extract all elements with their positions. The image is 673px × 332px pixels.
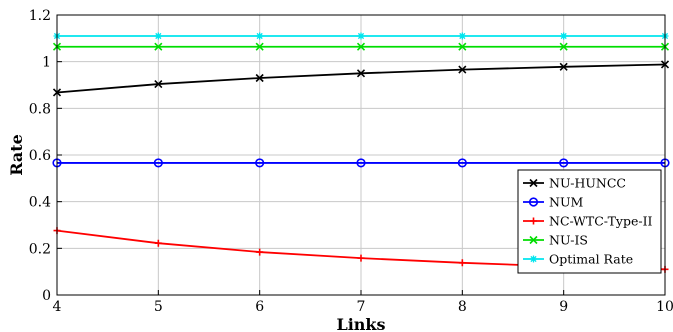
y-tick-label: 1.2	[29, 8, 51, 24]
point-marker	[559, 62, 568, 71]
data-point	[255, 73, 264, 83]
point-marker	[357, 32, 365, 40]
legend-item-nu-huncc: NU-HUNCC	[523, 176, 626, 191]
series-nu-huncc	[52, 60, 670, 97]
x-tick-label: 8	[458, 299, 467, 315]
point-marker	[560, 32, 568, 40]
legend-item-nu-is: NU-IS	[523, 233, 588, 248]
point-marker	[154, 32, 162, 40]
point-marker	[559, 42, 568, 51]
y-axis-title: Rate	[7, 134, 26, 176]
x-tick-label: 4	[53, 299, 62, 315]
point-marker	[357, 254, 365, 262]
data-point	[559, 42, 568, 51]
point-marker	[356, 42, 366, 51]
data-point	[529, 235, 538, 245]
point-marker	[458, 259, 466, 267]
point-marker	[256, 32, 264, 40]
point-marker	[529, 178, 538, 188]
data-point	[530, 255, 537, 263]
x-tick-label: 6	[255, 299, 264, 315]
x-axis-title: Links	[336, 315, 385, 332]
point-marker	[356, 158, 366, 168]
legend-label: NUM	[549, 195, 583, 210]
point-marker	[255, 73, 264, 83]
data-point	[153, 158, 163, 168]
data-point	[458, 65, 467, 74]
point-marker	[255, 42, 264, 51]
x-tick-label: 5	[154, 299, 163, 315]
data-point	[458, 32, 466, 40]
legend-label: NU-IS	[549, 233, 588, 248]
legend-item-nc-wtc-type-ii: NC-WTC-Type-II	[523, 214, 653, 229]
data-point	[256, 248, 264, 256]
point-marker	[458, 65, 467, 74]
point-marker	[256, 248, 264, 256]
data-point	[357, 254, 365, 262]
data-point	[154, 32, 162, 40]
data-point	[255, 42, 264, 51]
point-marker	[457, 158, 467, 168]
data-point	[255, 158, 265, 168]
x-tick-label: 10	[656, 299, 673, 315]
data-point	[560, 32, 568, 40]
legend-item-num: NUM	[523, 195, 583, 210]
data-point	[154, 80, 163, 89]
data-point	[458, 42, 467, 51]
legend-item-optimal-rate: Optimal Rate	[523, 252, 633, 267]
point-marker	[530, 217, 537, 225]
point-marker	[154, 42, 163, 51]
point-marker	[559, 158, 569, 168]
point-marker	[255, 158, 265, 168]
series-nu-is	[52, 42, 670, 51]
point-marker	[528, 197, 539, 207]
data-point	[154, 239, 162, 247]
data-point	[457, 158, 467, 168]
y-tick-label: 0.6	[29, 148, 51, 164]
point-marker	[458, 32, 466, 40]
data-point	[529, 178, 538, 188]
data-point	[530, 217, 537, 225]
data-point	[559, 158, 569, 168]
x-tick-label: 7	[357, 299, 366, 315]
legend-label: Optimal Rate	[549, 252, 633, 267]
data-point	[357, 32, 365, 40]
data-point	[528, 197, 539, 207]
point-marker	[154, 239, 162, 247]
point-marker	[356, 69, 366, 78]
point-marker	[529, 235, 538, 245]
series-optimal-rate	[53, 32, 669, 40]
y-tick-label: 0.8	[29, 101, 51, 117]
data-point	[154, 42, 163, 51]
data-point	[256, 32, 264, 40]
data-point	[458, 259, 466, 267]
point-marker	[154, 80, 163, 89]
x-tick-label: 9	[559, 299, 568, 315]
legend: NU-HUNCC NUM NC-WTC-Type-II NU-IS Optimal Ra…	[517, 169, 662, 274]
data-point	[356, 42, 366, 51]
point-marker	[458, 42, 467, 51]
data-point	[356, 69, 366, 78]
y-tick-label: 0	[42, 288, 51, 304]
point-marker	[530, 255, 537, 263]
data-point	[356, 158, 366, 168]
legend-label: NC-WTC-Type-II	[549, 214, 653, 229]
y-tick-label: 0.4	[29, 195, 51, 211]
data-point	[559, 62, 568, 71]
axis-ticks: 4 5 6 7 8 9 10 0 0.2 0.4 0.6 0.8 1 1.2	[29, 8, 673, 315]
y-tick-label: 1	[42, 55, 51, 71]
legend-label: NU-HUNCC	[549, 176, 626, 191]
point-marker	[153, 158, 163, 168]
y-tick-label: 0.2	[29, 241, 51, 257]
